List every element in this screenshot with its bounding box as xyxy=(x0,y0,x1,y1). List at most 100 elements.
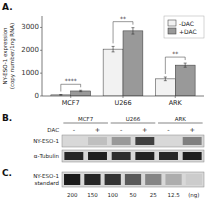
row-label: NY-ESO-1standard xyxy=(33,173,59,186)
row-label: α-Tubulin xyxy=(34,153,60,159)
significance-bracket xyxy=(61,84,81,91)
error-cap xyxy=(184,67,187,68)
lane-label: 100 xyxy=(107,192,118,198)
lane-label: + xyxy=(189,126,194,134)
y-axis-label: NY-ESO-1 expression(copy number/1ng RNA) xyxy=(2,23,16,89)
band xyxy=(135,137,154,145)
error-line xyxy=(165,77,166,81)
blot-background xyxy=(62,172,204,187)
text-line: (copy number/1ng RNA) xyxy=(9,23,16,89)
y-tick-label: 0 xyxy=(35,92,39,100)
text-line: α-Tubulin xyxy=(34,153,60,159)
error-line xyxy=(60,94,61,96)
text-line: NY-ESO-1 xyxy=(33,173,59,179)
lane-label: - xyxy=(73,126,76,134)
plot-a: 0 1000 2000 3000 NY-ESO-1 expression(copy nu… xyxy=(2,15,204,107)
band xyxy=(183,137,202,145)
error-cap xyxy=(184,63,187,64)
legend-label: +DAC xyxy=(179,28,197,35)
significance-label: **** xyxy=(65,77,77,84)
error-cap xyxy=(131,27,134,28)
error-cap xyxy=(131,34,134,35)
error-line xyxy=(80,90,81,91)
x-tick xyxy=(175,96,176,98)
error-line xyxy=(132,28,133,34)
panel-title: A. xyxy=(2,2,13,12)
error-cap xyxy=(164,77,167,78)
band xyxy=(112,152,131,160)
error-bar xyxy=(131,28,134,34)
bar xyxy=(123,31,143,96)
band xyxy=(125,174,141,185)
figure: A. 0 1000 2000 3000 NY-ESO-1 expression(copy … xyxy=(0,0,209,211)
lane-group-label: ARK xyxy=(175,116,187,122)
x-tick xyxy=(123,96,124,98)
lane-group-line xyxy=(111,123,156,124)
lane-label: 200 xyxy=(67,192,78,198)
lane-label: + xyxy=(142,126,147,134)
error-line xyxy=(113,46,114,51)
lane-group-label: U266 xyxy=(126,116,141,122)
band xyxy=(186,174,202,185)
y-tick-label: 3000 xyxy=(21,23,39,31)
significance-label: ** xyxy=(172,50,178,57)
band xyxy=(88,137,107,145)
x-tick-label: MCF7 xyxy=(62,99,80,107)
legend-label: -DAC xyxy=(179,20,194,27)
bar xyxy=(103,49,123,96)
blot-panel: C.NY-ESO-1standard200150100502512.5(ng) xyxy=(2,168,204,199)
lane-label: - xyxy=(120,126,123,134)
significance-bracket xyxy=(165,57,185,74)
blot-background xyxy=(62,150,204,162)
panel-title: B. xyxy=(2,113,12,123)
lane-label: 50 xyxy=(130,192,137,198)
band xyxy=(84,174,100,185)
x-tick-label: U266 xyxy=(114,99,131,107)
error-bar xyxy=(184,63,187,67)
error-cap xyxy=(112,51,115,52)
lane-group-line xyxy=(63,123,108,124)
error-line xyxy=(185,63,186,67)
row-label: NY-ESO-1 xyxy=(33,138,59,144)
band xyxy=(183,152,202,160)
band xyxy=(159,152,178,160)
band xyxy=(145,174,161,185)
bar xyxy=(175,65,195,96)
legend-swatch xyxy=(168,20,176,26)
error-bar xyxy=(164,77,167,81)
error-bar xyxy=(59,94,62,96)
background xyxy=(0,0,209,211)
band xyxy=(105,174,121,185)
error-bar xyxy=(112,46,115,51)
y-tick-label: 1000 xyxy=(21,69,39,77)
x-tick xyxy=(70,96,71,98)
text-line: standard xyxy=(35,180,59,186)
blot-background xyxy=(62,135,204,147)
text-line: NY-ESO-1 xyxy=(33,138,59,144)
legend: -DAC+DAC xyxy=(164,16,204,38)
band xyxy=(165,174,181,185)
lane-label: 25 xyxy=(150,192,157,198)
bar xyxy=(155,79,175,96)
bar xyxy=(71,91,91,96)
lane-label: + xyxy=(95,126,100,134)
error-cap xyxy=(79,90,82,91)
y-axis xyxy=(42,16,43,96)
lane-group-label: MCF7 xyxy=(78,116,94,122)
band xyxy=(112,137,131,145)
band xyxy=(64,174,80,185)
lane-label: 12.5 xyxy=(167,192,180,198)
legend-frame xyxy=(164,16,204,38)
y-tick-label: 2000 xyxy=(21,46,39,54)
significance-bracket xyxy=(113,22,133,44)
error-bar xyxy=(79,90,82,91)
blot-panel: B.MCF7U266ARKDACNY-ESO-1α-Tubulin-+-+-+ xyxy=(2,113,204,162)
lane-label: 150 xyxy=(87,192,98,198)
band xyxy=(88,152,107,160)
lane-label: - xyxy=(167,126,170,134)
band xyxy=(64,152,83,160)
error-cap xyxy=(59,94,62,95)
x-tick-label: ARK xyxy=(169,99,183,107)
band xyxy=(135,152,154,160)
panel-title: C. xyxy=(2,168,12,178)
